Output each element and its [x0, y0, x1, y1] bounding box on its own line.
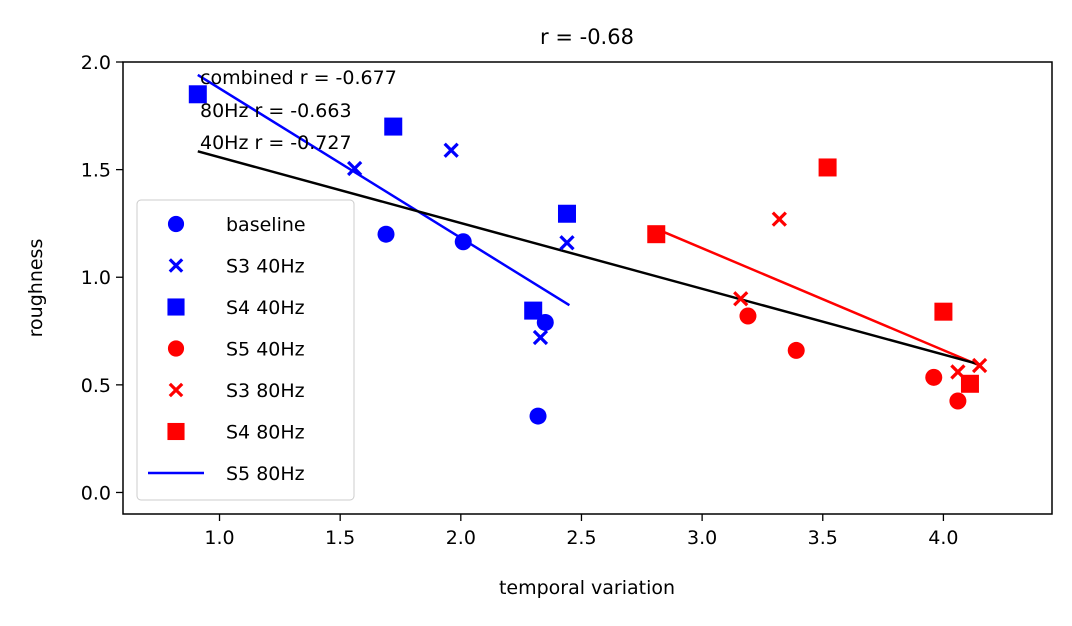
- x-tick-label: 1.5: [325, 527, 355, 549]
- x-tick-label: 2.0: [446, 527, 476, 549]
- legend-marker-0: [167, 215, 185, 233]
- fit-line-1: [655, 227, 981, 367]
- legend-marker-3: [167, 340, 185, 357]
- x-tick-label: 1.0: [204, 527, 234, 549]
- y-axis-label: roughness: [25, 239, 47, 338]
- point-2-1: [384, 117, 403, 136]
- point-5-3: [960, 374, 979, 393]
- fit-lines: [197, 73, 981, 367]
- fit-line-2: [197, 150, 980, 366]
- point-4-3: [971, 357, 988, 374]
- point-1-3: [532, 329, 549, 346]
- point-1-2: [559, 235, 575, 251]
- point-3-3: [949, 392, 967, 410]
- point-3-2: [925, 368, 943, 386]
- plot-frame: [122, 61, 1053, 515]
- legend-label-6: S5 80Hz: [226, 463, 305, 485]
- x-axis-ticks: 1.0 1.5 2.0 2.5 3.0 3.5 4.0: [204, 514, 959, 549]
- point-4-1: [771, 211, 787, 227]
- point-2-3: [524, 301, 543, 320]
- point-5-0: [647, 225, 666, 244]
- legend-label-1: S3 40Hz: [226, 256, 305, 278]
- legend-label-3: S5 40Hz: [226, 339, 305, 361]
- data-points: [188, 85, 988, 425]
- y-tick-label: 2.0: [81, 52, 111, 74]
- chart-title: r = -0.68: [540, 25, 634, 49]
- point-3-0: [739, 307, 757, 325]
- fit-line-0: [197, 73, 571, 307]
- annotation-40hz: 40Hz r = -0.727: [200, 132, 352, 154]
- annotations: combined r = -0.677 80Hz r = -0.663 40Hz…: [200, 67, 397, 154]
- point-0-3: [529, 407, 547, 425]
- x-axis-label: temporal variation: [499, 577, 675, 599]
- point-0-0: [377, 225, 395, 243]
- point-2-0: [188, 85, 207, 104]
- point-4-0: [733, 291, 749, 307]
- legend-label-0: baseline: [226, 214, 306, 236]
- point-0-1: [454, 233, 472, 251]
- point-2-2: [557, 204, 576, 223]
- y-tick-label: 0.5: [81, 375, 111, 397]
- legend-label-2: S4 40Hz: [226, 297, 305, 319]
- y-axis-ticks: 0.0 0.5 1.0 1.5 2.0: [81, 52, 123, 504]
- legend-label-4: S3 80Hz: [226, 380, 305, 402]
- point-5-2: [934, 302, 953, 321]
- legend: baseline S3 40Hz S4 40Hz S5 40Hz S3 80Hz S4 8…: [136, 199, 355, 501]
- point-1-0: [347, 160, 363, 177]
- x-tick-label: 2.5: [566, 527, 596, 549]
- x-tick-label: 3.0: [687, 527, 717, 549]
- x-tick-label: 4.0: [928, 527, 958, 549]
- legend-marker-4: [168, 382, 184, 398]
- annotation-80hz: 80Hz r = -0.663: [200, 100, 352, 122]
- x-tick-label: 3.5: [808, 527, 838, 549]
- point-5-1: [818, 158, 837, 177]
- legend-marker-2: [167, 298, 185, 316]
- point-1-1: [443, 142, 459, 158]
- legend-marker-5: [167, 422, 185, 441]
- y-tick-label: 0.0: [81, 482, 111, 504]
- legend-box: [136, 199, 355, 501]
- annotation-combined: combined r = -0.677: [200, 67, 397, 89]
- point-3-1: [787, 341, 805, 359]
- legend-marker-1: [168, 258, 184, 273]
- y-tick-label: 1.5: [81, 160, 111, 182]
- legend-label-5: S4 80Hz: [226, 422, 305, 444]
- y-tick-label: 1.0: [81, 267, 111, 289]
